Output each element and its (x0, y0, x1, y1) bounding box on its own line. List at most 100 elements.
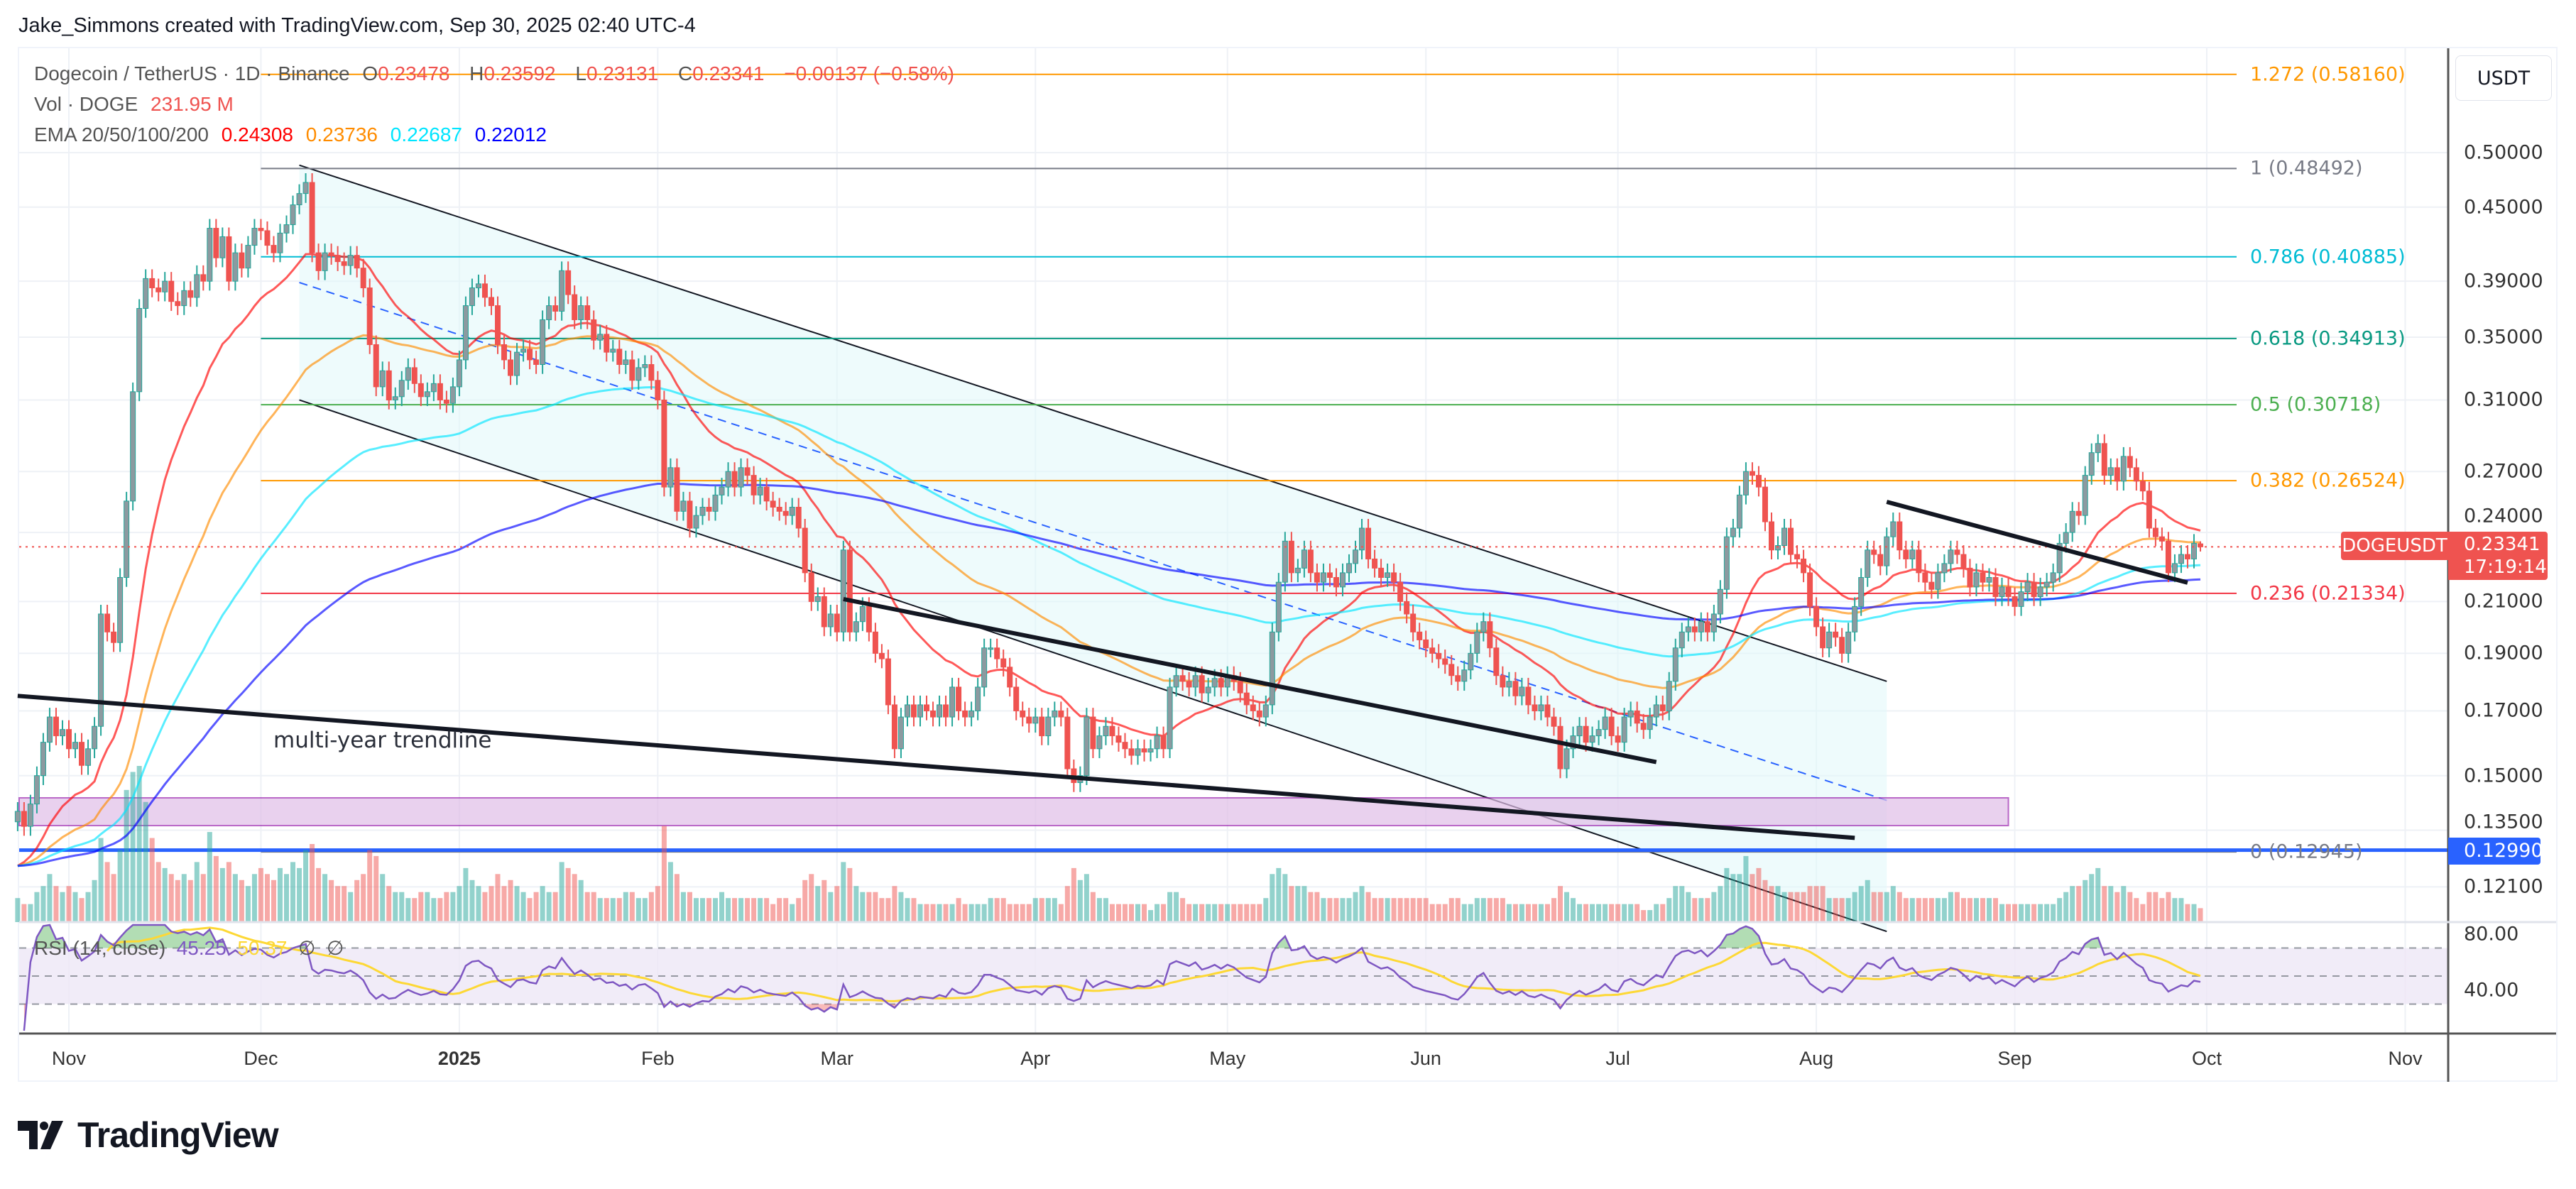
candle-body (533, 359, 540, 366)
candle-body (2088, 452, 2095, 476)
volume-bar (155, 862, 161, 922)
candle-body (610, 349, 616, 353)
volume-bar (949, 904, 955, 922)
candle-body (79, 742, 85, 766)
volume-bar (1090, 892, 1096, 922)
volume-bar (962, 904, 968, 922)
candle-body (1820, 626, 1826, 649)
volume-bar (1788, 892, 1794, 922)
volume-bar (1762, 880, 1768, 922)
volume-bar (1493, 898, 1499, 922)
tradingview-logo-text: TradingView (77, 1115, 279, 1155)
candle-body (1320, 572, 1326, 583)
trendline-spring-support (843, 597, 1657, 765)
rsi-na-2: ∅ (326, 937, 344, 959)
volume-bar (770, 904, 776, 922)
tradingview-logo[interactable]: TradingView (18, 1114, 279, 1156)
volume-bar (168, 874, 174, 922)
volume-bar (898, 892, 904, 922)
candle-body (2107, 467, 2114, 476)
rsi-label[interactable]: RSI (14, close) (34, 937, 166, 959)
candle-body (1455, 675, 1461, 682)
volume-bar (719, 892, 725, 922)
volume-bar (1250, 904, 1256, 922)
candle-body (1103, 725, 1109, 737)
rsi-ma-line (106, 926, 2201, 1002)
candle-body (866, 606, 872, 632)
volume-bar (1167, 892, 1173, 922)
candle-body (213, 228, 219, 258)
close-value: 0.23341 (692, 62, 765, 84)
volume-bar (751, 898, 757, 922)
candle-body (795, 506, 802, 529)
candle-body (1916, 549, 1922, 574)
candle-body (975, 686, 981, 711)
volume-bar (2108, 886, 2114, 922)
candle-body (1794, 554, 1801, 559)
volume-bar (2146, 892, 2152, 922)
volume-label[interactable]: Vol · DOGE (34, 93, 138, 115)
volume-bar (635, 898, 641, 922)
volume-bar (1468, 904, 1473, 922)
candle-body (988, 647, 994, 650)
time-tick: Dec (244, 1048, 278, 1069)
candle-body (1634, 710, 1640, 724)
currency-button[interactable]: USDT (2455, 55, 2552, 101)
volume-bar (2031, 904, 2037, 922)
volume-bar (1987, 898, 1992, 922)
volume-bar (2051, 904, 2056, 922)
candle-body (891, 704, 897, 750)
volume-bar (1532, 904, 1537, 922)
volume-bar (917, 904, 923, 922)
volume-bar (1980, 898, 1985, 922)
volume-bar (655, 886, 660, 922)
candle-body (878, 652, 885, 659)
volume-bar (892, 886, 897, 922)
candle-body (46, 716, 53, 743)
volume-bar (2178, 898, 2184, 922)
symbol-name[interactable]: Dogecoin / TetherUS · 1D · Binance (34, 62, 350, 84)
horizontal-line-price-tag: 0.12990 (2448, 838, 2543, 865)
volume-bar (34, 892, 40, 922)
volume-bar (219, 867, 225, 922)
candle-body (1589, 735, 1595, 743)
volume-bar (162, 867, 168, 922)
bar-countdown: 17:19:14 (2464, 557, 2547, 578)
rsi-na-1: ∅ (298, 937, 316, 959)
volume-bar (187, 880, 193, 922)
candle-body (782, 510, 789, 516)
volume-bar (847, 867, 853, 922)
ema-label[interactable]: EMA 20/50/100/200 (34, 124, 209, 146)
volume-bar (1007, 904, 1013, 922)
trendline-label[interactable]: multi-year trendline (273, 728, 492, 753)
volume-bar (200, 874, 206, 922)
volume-bar (1615, 904, 1621, 922)
candle-body (386, 370, 392, 400)
volume-bar (2134, 898, 2139, 922)
candle-body (527, 349, 533, 361)
volume-bar (1596, 904, 1602, 922)
volume-bar (1276, 867, 1282, 922)
volume-bar (2057, 898, 2063, 922)
candle-body (1742, 471, 1749, 495)
price-tick: 0.12100 (2464, 875, 2543, 898)
price-tick: 0.39000 (2464, 270, 2543, 292)
volume-bar (1096, 898, 1102, 922)
candle-body (1608, 716, 1615, 737)
candle-body (1397, 581, 1404, 602)
volume-bar (2172, 898, 2178, 922)
price-tick: 0.15000 (2464, 765, 2543, 787)
price-tick: 0.21000 (2464, 590, 2543, 613)
volume-bar (501, 886, 507, 922)
volume-bar (361, 874, 366, 922)
ema-lines (17, 253, 2201, 867)
volume-bar (1289, 886, 1294, 922)
time-tick: Mar (820, 1048, 854, 1069)
volume-bar (1654, 904, 1659, 922)
volume-bar (2012, 904, 2018, 922)
candle-body (2120, 456, 2127, 482)
candle-body (968, 710, 975, 718)
candle-body (1973, 572, 1980, 588)
volume-bar (1391, 898, 1397, 922)
